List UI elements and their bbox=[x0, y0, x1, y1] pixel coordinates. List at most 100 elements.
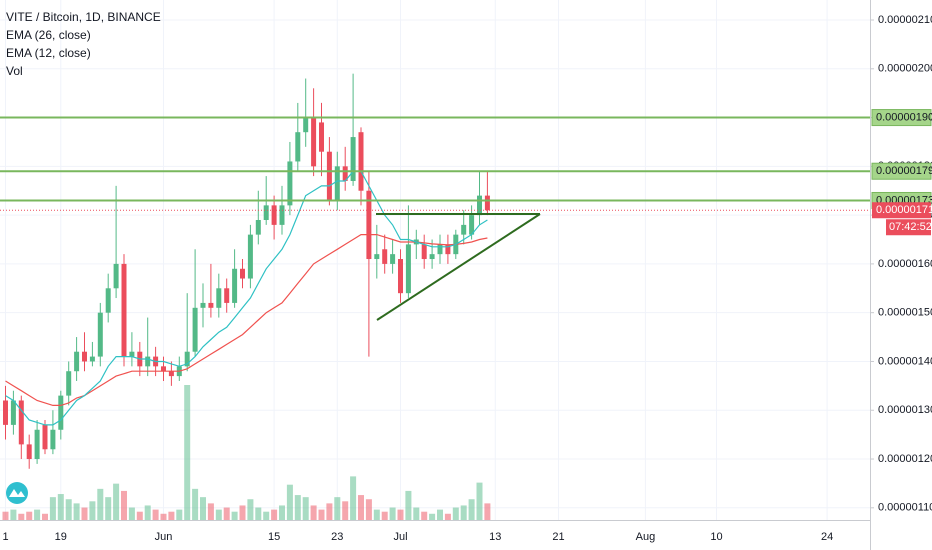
candle-body bbox=[342, 166, 348, 181]
candle-body bbox=[192, 307, 198, 352]
volume-bar bbox=[389, 507, 396, 520]
logo-mark bbox=[9, 489, 25, 497]
last-price-label: 0.00000171 bbox=[876, 204, 932, 216]
volume-bar bbox=[421, 511, 428, 520]
volume-bar bbox=[65, 499, 72, 520]
volume-bar bbox=[279, 505, 285, 520]
x-tick-label: Aug bbox=[636, 531, 656, 543]
volume-bar bbox=[405, 490, 412, 520]
volume-bar bbox=[381, 511, 388, 520]
candle-body bbox=[461, 224, 467, 235]
volume-bar bbox=[81, 507, 88, 520]
axes: 0.00000110 0.00000120 0.00000130 0.00000140… bbox=[2, 14, 932, 543]
candle-body bbox=[161, 366, 166, 372]
candle-body bbox=[374, 254, 380, 260]
candle-body bbox=[113, 263, 119, 289]
candle-body bbox=[26, 444, 32, 460]
candle-body bbox=[200, 302, 206, 308]
x-tick-label: 19 bbox=[55, 531, 67, 543]
candle-body bbox=[484, 195, 490, 211]
volume-bar bbox=[294, 495, 301, 520]
volume-bar bbox=[286, 484, 293, 520]
volume-bar bbox=[144, 505, 151, 520]
volume-bar bbox=[318, 509, 325, 520]
volume-bar bbox=[176, 509, 183, 520]
y-tick-label: 0.00000210 bbox=[878, 14, 932, 26]
volume-bar bbox=[365, 499, 372, 520]
volume-bar bbox=[223, 507, 230, 520]
candle-body bbox=[184, 351, 190, 367]
logo bbox=[6, 482, 28, 504]
plot bbox=[0, 73, 870, 520]
candle-body bbox=[216, 288, 222, 308]
volume-bar bbox=[49, 497, 56, 520]
volume-bar bbox=[342, 501, 349, 520]
volume-bar bbox=[121, 490, 127, 520]
y-tick-label: 0.00000120 bbox=[878, 453, 932, 465]
volume-bar bbox=[239, 505, 246, 520]
candle-body bbox=[3, 400, 8, 425]
volume-bar bbox=[302, 497, 309, 520]
volume-bar bbox=[444, 513, 451, 520]
volume-bar bbox=[97, 488, 104, 520]
volume-bar bbox=[468, 499, 475, 520]
volume-bar bbox=[26, 511, 33, 520]
candle-body bbox=[240, 268, 245, 279]
legend-entry: Vol bbox=[6, 64, 23, 78]
level-label: 0.00000179 bbox=[876, 165, 932, 177]
candle-body bbox=[121, 263, 127, 357]
candle-body bbox=[421, 244, 427, 260]
y-tick-label: 0.00000200 bbox=[878, 63, 932, 75]
volume-bar bbox=[160, 513, 167, 520]
x-tick-label: 1 bbox=[2, 531, 8, 543]
candle-body bbox=[319, 122, 324, 152]
candle-body bbox=[42, 424, 48, 450]
volume-bar bbox=[200, 497, 206, 520]
candle-body bbox=[358, 132, 364, 191]
volume-bar bbox=[484, 503, 491, 520]
candle-body bbox=[263, 205, 269, 220]
volume-bar bbox=[215, 509, 222, 520]
candle-body bbox=[287, 161, 293, 206]
candle-body bbox=[350, 137, 356, 181]
candle-body bbox=[208, 302, 214, 308]
volume-bar bbox=[73, 503, 80, 520]
volume-bar bbox=[358, 495, 364, 520]
candle-body bbox=[429, 254, 435, 260]
volume-bar bbox=[168, 511, 175, 520]
candle-body bbox=[295, 132, 301, 162]
volume-bar bbox=[184, 385, 191, 520]
candle-body bbox=[311, 117, 317, 167]
logo-circle bbox=[6, 482, 28, 504]
volume-bar bbox=[271, 509, 278, 520]
level-label-box bbox=[871, 162, 932, 180]
candle-body bbox=[469, 215, 475, 235]
ema-line bbox=[5, 170, 488, 426]
volume-bar bbox=[136, 511, 143, 520]
x-tick-label: Jun bbox=[155, 531, 173, 543]
x-tick-label: 23 bbox=[331, 531, 343, 543]
candle-body bbox=[82, 351, 87, 362]
volume-bar bbox=[413, 507, 420, 520]
volume-bar bbox=[255, 507, 262, 520]
trendline bbox=[376, 213, 541, 321]
volume-bar bbox=[207, 503, 214, 520]
y-tick-label: 0.00000160 bbox=[878, 258, 932, 270]
candle-body bbox=[366, 190, 372, 260]
x-tick-label: 13 bbox=[489, 531, 501, 543]
candle-body bbox=[326, 151, 332, 201]
volume-bar bbox=[89, 501, 96, 520]
y-tick-label: 0.00000130 bbox=[878, 404, 932, 416]
level-label-box bbox=[871, 109, 932, 127]
candle-body bbox=[232, 268, 238, 303]
legend-entry: EMA (12, close) bbox=[6, 46, 91, 60]
candle-body bbox=[405, 244, 411, 294]
candle-body bbox=[74, 351, 80, 372]
candle-body bbox=[105, 288, 111, 313]
volume-bar bbox=[476, 482, 483, 520]
volume-bar bbox=[57, 494, 64, 520]
candle-body bbox=[129, 351, 135, 357]
countdown-box bbox=[886, 219, 931, 236]
candle-body bbox=[390, 254, 396, 264]
volume-bar bbox=[192, 488, 199, 520]
